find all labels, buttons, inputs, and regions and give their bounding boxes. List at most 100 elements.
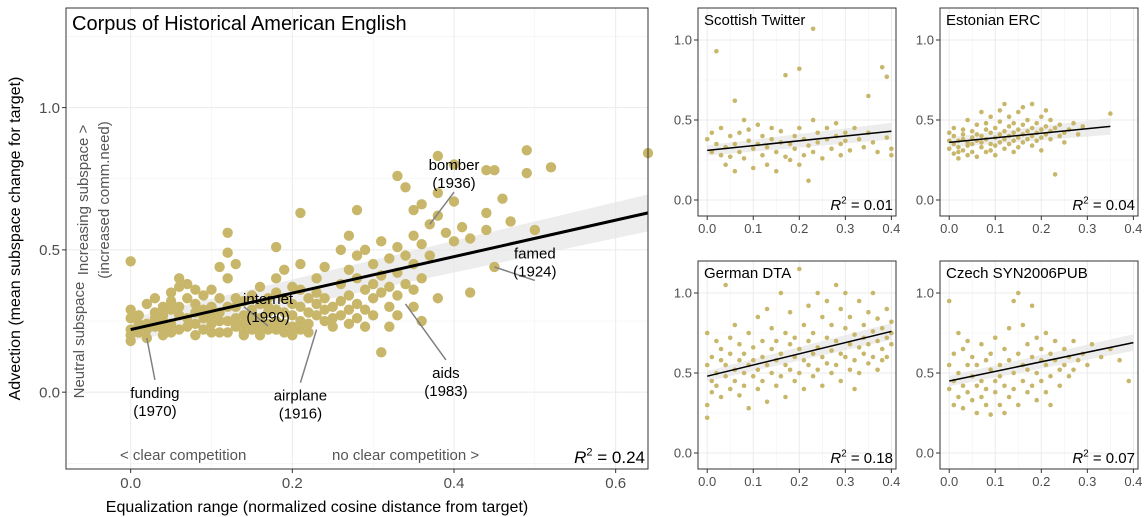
panel-5-point <box>997 373 1003 379</box>
panel-1-point <box>198 324 209 335</box>
panel-3-point <box>946 146 952 152</box>
panel-3-point <box>965 117 970 123</box>
panel-4-point <box>787 341 793 347</box>
panel-3-point <box>997 108 1003 113</box>
panel-4-point <box>884 335 890 341</box>
panel-1-point <box>270 324 282 335</box>
panel-4-point <box>760 338 765 344</box>
panel-5-point <box>1025 341 1030 347</box>
panel-4-point <box>750 373 756 379</box>
panel-5-point <box>956 370 961 376</box>
panel-5-ytick-label: 1.0 <box>916 286 934 301</box>
panel-2-title: Scottish Twitter <box>704 12 805 29</box>
panel-2-point <box>815 130 821 136</box>
panel-3-point <box>979 144 984 150</box>
panel-1-point <box>262 324 274 335</box>
panel-3-r-squared: R2 = 0.04 <box>1072 195 1135 214</box>
panel-4-point <box>801 322 807 328</box>
panel-2-point <box>806 143 811 148</box>
panel-1-point <box>497 193 508 204</box>
panel-1-point <box>230 321 241 332</box>
panel-1-point <box>432 293 444 304</box>
panel-4-point <box>709 378 715 384</box>
panel-4-point <box>714 383 719 389</box>
panel-4-point <box>833 338 839 344</box>
panel-2-point <box>773 168 779 174</box>
panel-2-point <box>838 152 844 158</box>
panel-1-point <box>222 273 233 284</box>
panel-1-xtick-label: 0.6 <box>605 475 626 492</box>
panel-5-point <box>974 383 980 389</box>
panel-1-point <box>230 258 241 270</box>
panel-1-point <box>359 244 371 256</box>
region-label-neutral: Neutral subspace <box>71 282 88 399</box>
annotation-leader-bomber <box>429 191 455 225</box>
panel-4-point <box>847 314 853 320</box>
region-label-no-clear-competition: no clear competition > <box>332 447 479 464</box>
panel-4-point <box>866 361 871 366</box>
panel-2-point <box>810 26 816 32</box>
panel-4-point <box>838 378 844 384</box>
panel-1-point <box>319 293 330 304</box>
panel-5-xtick-label: 0.1 <box>986 474 1004 489</box>
panel-1-point <box>351 312 363 324</box>
panel-2-point <box>797 66 802 72</box>
panel-3-point <box>983 127 989 132</box>
panel-3-point <box>1002 136 1007 142</box>
panel-4-point <box>769 370 774 376</box>
panel-5-point <box>1020 322 1026 328</box>
panel-1-point <box>295 207 306 219</box>
panel-5-point <box>965 338 970 344</box>
panel-4-point <box>875 367 880 373</box>
panel-1-point <box>481 207 492 219</box>
panel-4-point <box>884 354 890 360</box>
panel-3-point <box>951 125 957 131</box>
panel-3-point <box>983 120 989 126</box>
panel-1-point <box>149 307 161 318</box>
panel-1-point <box>327 321 338 332</box>
panel-1-point <box>157 310 169 321</box>
panel-5-point <box>969 354 975 360</box>
panel-3-point <box>969 135 975 140</box>
region-label-clear-competition: < clear competition <box>120 447 246 464</box>
panel-1-point <box>198 290 209 301</box>
panel-2-point <box>750 146 756 152</box>
panel-4-point <box>810 373 816 379</box>
panel-4-point <box>838 306 844 312</box>
panel-1-point <box>173 281 185 293</box>
panel-1-point <box>343 264 355 276</box>
annotation-leader-airplane <box>299 329 318 383</box>
panel-1-point <box>295 258 306 270</box>
panel-1-point <box>416 238 427 250</box>
panel-1-point <box>190 298 201 310</box>
panel-3-point <box>1080 124 1086 129</box>
panel-3-point <box>1025 136 1030 142</box>
panel-5-point <box>1066 373 1072 379</box>
panel-2-point <box>787 157 793 163</box>
panel-1-point <box>190 284 201 295</box>
panel-3-ytick-label: 0.5 <box>916 113 934 128</box>
panel-3-point <box>951 141 957 147</box>
panel-1-point <box>303 318 314 330</box>
panel-3-point <box>997 132 1003 137</box>
panel-5-point <box>1098 354 1104 360</box>
panel-1-point <box>270 241 282 253</box>
panel-1-point <box>359 284 371 295</box>
panel-2-point <box>769 125 774 131</box>
panel-3-xtick-label: 0.4 <box>1124 221 1142 236</box>
panel-1-point <box>481 165 492 176</box>
panel-3-point <box>988 141 993 147</box>
panel-1-point <box>351 204 363 216</box>
panel-4-xtick-label: 0.1 <box>744 474 762 489</box>
panel-1-point <box>367 258 379 270</box>
panel-1-point <box>319 304 330 315</box>
panel-4-point <box>810 351 816 357</box>
panel-1-point <box>359 321 371 332</box>
panel-1-point <box>165 287 177 298</box>
panel-1-point <box>400 182 411 193</box>
panel-5-point <box>974 362 980 368</box>
panel-5-frame <box>939 260 1139 470</box>
panel-4-point <box>879 325 885 331</box>
panel-1-point <box>448 236 460 247</box>
